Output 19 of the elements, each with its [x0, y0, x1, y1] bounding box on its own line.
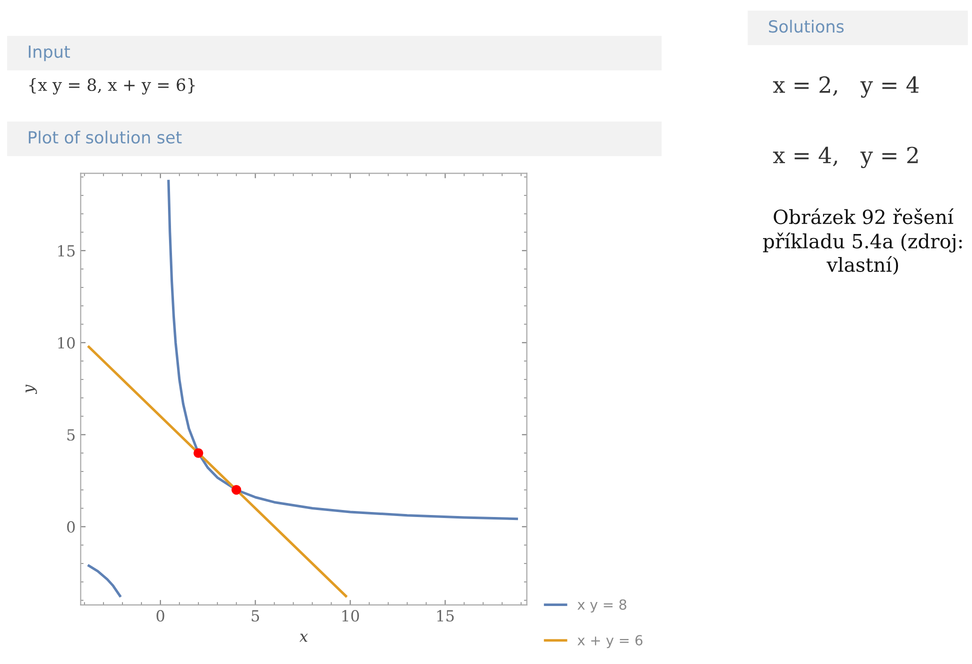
text: Solutions — [768, 20, 844, 33]
text: Input — [28, 46, 70, 62]
y-tick-label: 15 — [58, 245, 75, 257]
text: {x y = 8, x + y = 6} — [29, 78, 195, 95]
legend-label: x + y = 6 — [578, 634, 642, 648]
x-tick-label: 5 — [252, 610, 260, 622]
y-axis-title: y — [26, 384, 37, 394]
legend-label: x y = 8 — [578, 599, 626, 613]
x-axis-title: x — [299, 634, 308, 642]
x-tick-label: 10 — [342, 610, 359, 622]
y-tick-label: 0 — [67, 521, 75, 533]
text: x = 2, y = 4 — [773, 76, 919, 98]
chart-title: Plot of solution set — [28, 130, 182, 144]
y-tick-label: 10 — [58, 337, 75, 349]
text: x = 4, y = 2 — [773, 146, 918, 168]
y-tick-label: 5 — [67, 429, 75, 441]
x-tick-label: 0 — [156, 610, 164, 622]
text: Obrázek 92 řešení příkladu 5.4a (zdroj: vlastní) — [763, 208, 962, 275]
x-tick-label: 15 — [437, 610, 454, 622]
